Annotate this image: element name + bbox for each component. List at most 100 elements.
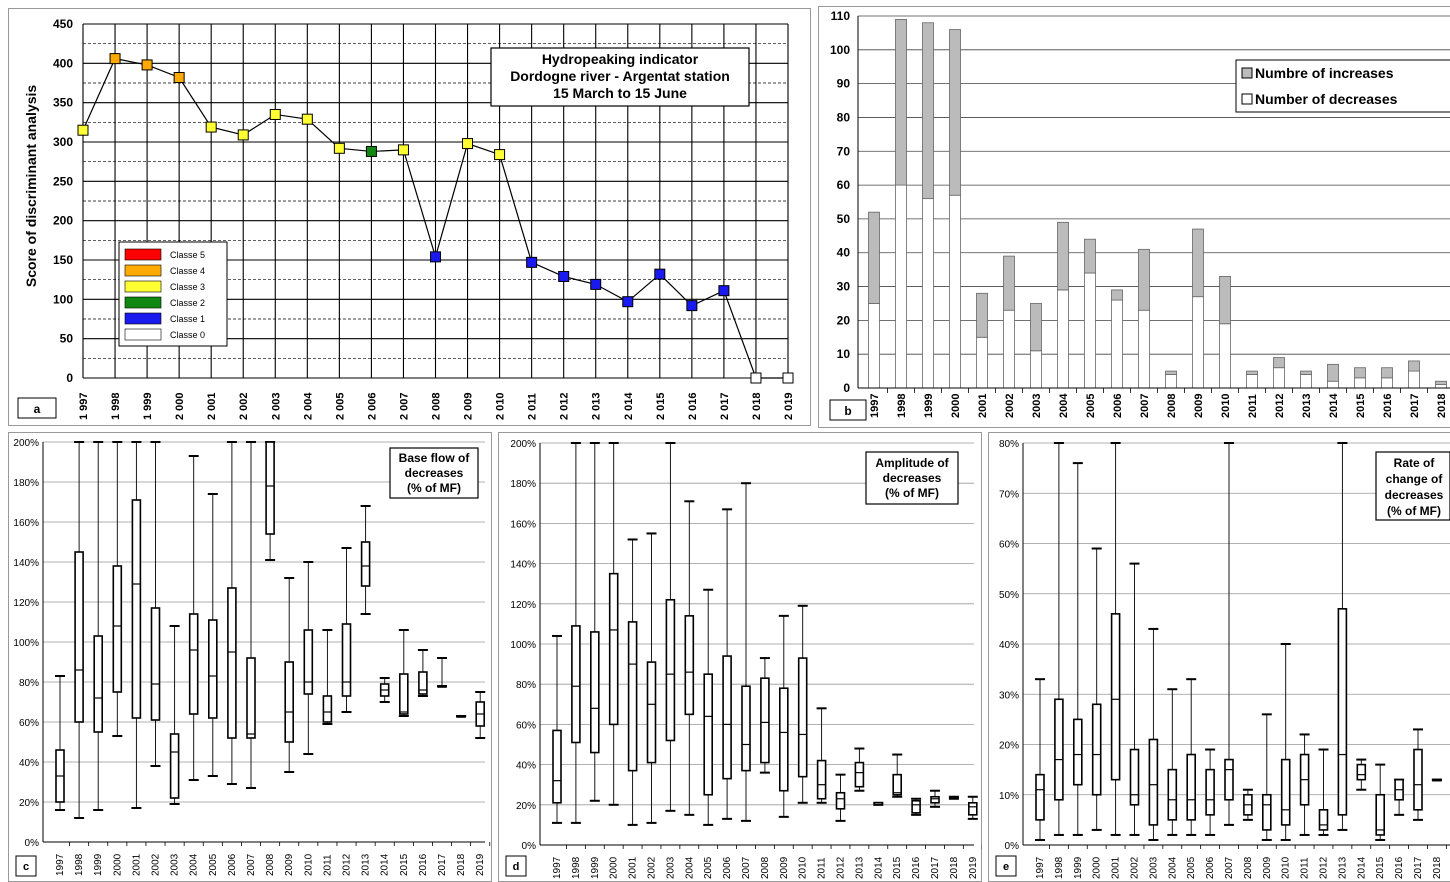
x-tick-label: 2000 — [112, 853, 123, 876]
x-tick-label: 2 018 — [751, 392, 763, 420]
y-tick-label: 40% — [516, 761, 536, 772]
chart-title-line-2: change of — [1386, 472, 1444, 486]
x-tick-label: 2005 — [1085, 394, 1097, 418]
box-iqr — [1357, 765, 1365, 780]
bar-decreases — [1301, 374, 1312, 388]
y-tick-label: 110 — [831, 9, 851, 23]
y-tick-label: 80% — [999, 439, 1019, 450]
bar-increases — [1058, 222, 1069, 290]
x-tick-label: 2 006 — [366, 392, 378, 420]
x-tick-label: 2011 — [322, 854, 333, 876]
box-iqr — [780, 688, 788, 791]
panel-label: d — [506, 856, 526, 876]
legend: Numbre of increases Number of decreases — [1236, 60, 1450, 112]
x-tick-label: 2003 — [1148, 856, 1159, 879]
data-point — [302, 114, 312, 124]
bar-increases — [1139, 249, 1150, 310]
bar-decreases — [1409, 371, 1420, 388]
box-iqr — [94, 636, 102, 732]
x-tick-label: 2014 — [1356, 856, 1367, 879]
box-iqr — [629, 622, 637, 771]
chart-e: 0% 10% 20% 30% 40% 50% 60% 70% 80% 1997 1998 1999 20… — [988, 432, 1450, 882]
data-point — [142, 60, 152, 70]
y-tick-label: 140% — [13, 558, 39, 569]
bar-increases — [1436, 381, 1447, 384]
box-iqr — [837, 793, 845, 809]
y-tick-label: 200% — [13, 438, 39, 449]
y-tick-label: 20% — [516, 801, 536, 812]
x-tick-label: 1998 — [1054, 856, 1065, 879]
x-tick-label: 2 009 — [463, 392, 475, 420]
y-tick-label: 350 — [53, 96, 73, 110]
x-tick-label: 2005 — [208, 853, 219, 876]
box-iqr — [1338, 609, 1346, 815]
legend-swatch — [125, 281, 161, 292]
y-tick-label: 0 — [843, 381, 850, 395]
chart-title-line-2: decreases — [405, 466, 464, 480]
x-tick-label: 2011 — [1300, 857, 1311, 879]
data-point — [206, 122, 216, 132]
panel-label: b — [830, 400, 866, 420]
x-tick-label: 2003 — [1031, 394, 1043, 418]
box-iqr — [931, 797, 939, 803]
chart-title-box: Amplitude of decreases (% of MF) — [866, 452, 958, 504]
bar-decreases — [1355, 378, 1366, 388]
x-tick-label: 2002 — [647, 856, 658, 879]
x-tick-label: 2 016 — [687, 392, 699, 420]
bar-increases — [869, 212, 880, 303]
x-tick-label: 2011 — [1247, 394, 1259, 418]
box-iqr — [209, 620, 217, 718]
box-iqr — [1093, 704, 1101, 794]
legend-label: Classe 4 — [170, 266, 205, 276]
y-tick-label: 0% — [522, 841, 537, 852]
x-tick-label: 2013 — [854, 856, 865, 879]
x-tick-label: 1998 — [571, 856, 582, 879]
y-tick-label: 200 — [53, 214, 73, 228]
bar-decreases — [1139, 310, 1150, 388]
y-tick-label: 60% — [516, 720, 536, 731]
bar-increases — [1301, 371, 1312, 374]
x-tick-label: 2018 — [456, 853, 467, 876]
bar-increases — [1355, 368, 1366, 378]
legend-label: Classe 5 — [170, 250, 205, 260]
x-tick-label: 1 997 — [78, 392, 90, 420]
y-tick-label: 140% — [510, 560, 536, 571]
x-tick-label: 2 005 — [334, 392, 346, 420]
y-axis-label: Score of discriminant analysis — [23, 85, 39, 288]
x-tick-label: 2 001 — [206, 392, 218, 420]
x-tick-label: 2 008 — [431, 392, 443, 420]
box-iqr — [742, 686, 750, 770]
y-tick-label: 0 — [66, 371, 73, 385]
data-point — [495, 150, 505, 160]
x-tick-label: 2007 — [741, 856, 752, 879]
bar-decreases — [923, 199, 934, 388]
x-tick-label: 2 015 — [655, 392, 667, 420]
x-tick-label: 2000 — [950, 394, 962, 418]
data-point — [174, 72, 184, 82]
legend-label: Classe 0 — [170, 330, 205, 340]
box-iqr — [685, 616, 693, 714]
data-point — [334, 143, 344, 153]
chart-title-line-2: Dordogne river - Argentat station — [510, 68, 730, 84]
x-tick-label: 2016 — [911, 856, 922, 879]
box-iqr — [343, 624, 351, 696]
box-iqr — [1414, 750, 1422, 810]
x-tick-label: 2001 — [131, 853, 142, 876]
x-tick-label: 2011 — [817, 857, 828, 879]
chart-title-line-1: Base flow of — [399, 451, 471, 465]
x-tick-label: 2016 — [1394, 856, 1405, 879]
data-point — [110, 54, 120, 64]
x-tick-label: 2013 — [361, 853, 372, 876]
box-iqr — [969, 803, 977, 815]
x-tick-label: 2018 — [1436, 394, 1448, 418]
chart-title-line-1: Rate of — [1394, 456, 1436, 470]
bar-increases — [1031, 303, 1042, 350]
y-tick-label: 70% — [999, 489, 1019, 500]
y-tick-label: 60 — [837, 178, 851, 192]
x-tick-label: 2007 — [1224, 856, 1235, 879]
x-tick-label: 2009 — [779, 856, 790, 879]
box-iqr — [228, 588, 236, 738]
x-tick-label: 2 002 — [238, 392, 250, 420]
panel-label: c — [16, 856, 36, 876]
chart-title-line-3: 15 March to 15 June — [553, 85, 687, 101]
